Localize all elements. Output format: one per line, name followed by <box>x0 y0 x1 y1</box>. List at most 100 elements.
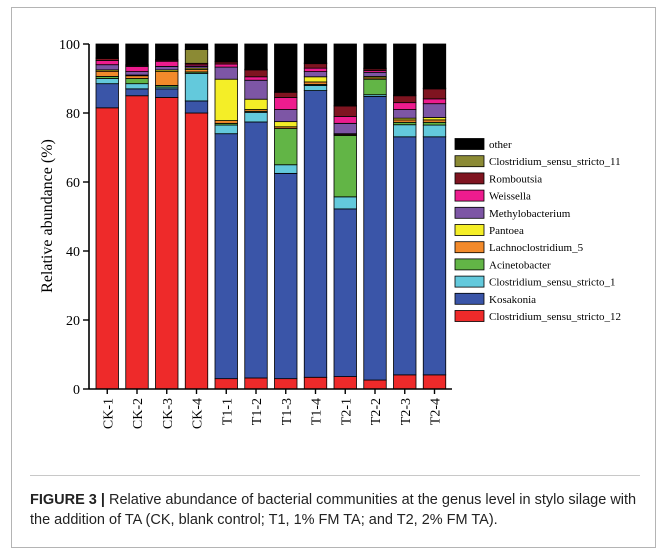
legend-swatch <box>454 206 485 219</box>
legend-label: Clostridium_sensu_stricto_1 <box>489 277 616 289</box>
bar-segment <box>363 78 387 96</box>
bar-segment <box>422 43 447 89</box>
bar-segment <box>303 43 328 64</box>
bar-segment <box>95 43 119 59</box>
bar-segment <box>184 49 209 64</box>
legend-item: Clostridium_sensu_stricto_12 <box>454 310 621 323</box>
bar-segment <box>393 124 417 138</box>
legend-item: Acinetobacter <box>454 258 551 271</box>
x-tick-label: T2-2 <box>369 398 384 425</box>
bars-layer <box>95 43 447 390</box>
bar-segment <box>422 98 447 105</box>
bar-segment <box>214 43 238 62</box>
bar-segment <box>95 83 119 109</box>
x-tick-label: CK-1 <box>101 398 116 429</box>
bar-segment <box>214 120 238 124</box>
legend-label: Clostridium_sensu_stricto_12 <box>489 311 621 323</box>
bar-stack <box>333 43 357 390</box>
bar-segment <box>333 135 357 198</box>
bar-segment <box>184 43 209 50</box>
bar-segment <box>214 78 238 121</box>
bar-segment <box>95 78 119 85</box>
legend-swatch <box>454 138 485 150</box>
bar-stack <box>274 43 298 390</box>
bar-stack <box>363 43 387 390</box>
bar-segment <box>422 374 447 390</box>
bar-segment <box>303 85 328 91</box>
bar-segment <box>155 66 179 71</box>
y-tick-label: 80 <box>66 107 80 122</box>
legend-item: Clostridium_sensu_stricto_11 <box>454 155 621 168</box>
x-tick-label: CK-3 <box>161 398 176 429</box>
bar-segment <box>125 71 149 76</box>
bar-stack <box>393 43 417 390</box>
x-tick-label: T1-4 <box>310 398 325 425</box>
bar-segment <box>214 124 238 135</box>
legend-label: Romboutsia <box>489 173 542 185</box>
bar-segment <box>333 122 357 135</box>
bar-stack <box>95 43 119 390</box>
x-tick-label: T1-1 <box>220 398 235 425</box>
legend-item: Clostridium_sensu_stricto_1 <box>454 275 616 289</box>
caption-label: FIGURE 3 | <box>30 492 105 508</box>
bar-segment <box>184 72 209 102</box>
bar-segment <box>363 379 387 390</box>
bar-segment <box>274 121 298 128</box>
stacked-bar-chart: 0 20 40 60 80 100 CK-1 CK-2 CK-3 CK-4 T1-1 T1-2 T1-3… <box>39 38 621 429</box>
y-tick-label: 0 <box>73 383 80 398</box>
legend-item: Pantoea <box>454 224 524 237</box>
bar-segment <box>244 111 268 123</box>
bar-segment <box>125 83 149 90</box>
bar-segment <box>155 97 179 390</box>
legend-item: Romboutsia <box>454 172 542 185</box>
axes-layer: 0 20 40 60 80 100 CK-1 CK-2 CK-3 CK-4 T1-1 T1-2 T1-3… <box>59 38 452 429</box>
bar-segment <box>95 64 119 71</box>
bar-segment <box>274 91 298 98</box>
x-tick-label: CK-4 <box>191 398 206 429</box>
bar-segment <box>155 43 179 60</box>
bar-segment <box>95 107 119 390</box>
bar-stack <box>214 43 238 390</box>
legend: other Clostridium_sensu_stricto_11 Rombout… <box>454 138 621 323</box>
legend-item: Lachnoclostridium_5 <box>454 241 584 254</box>
y-tick-label: 60 <box>66 176 80 191</box>
bar-segment <box>393 374 417 390</box>
legend-item: Weissella <box>454 189 531 203</box>
bar-segment <box>393 95 417 104</box>
x-tick-label: CK-2 <box>131 398 146 429</box>
legend-item: Kosakonia <box>454 292 536 306</box>
legend-item: other <box>454 138 512 151</box>
bar-segment <box>155 60 179 67</box>
bar-segment <box>393 136 417 376</box>
legend-swatch <box>454 292 485 305</box>
y-tick-label: 20 <box>66 314 80 329</box>
bar-segment <box>214 133 238 380</box>
bar-segment <box>95 60 119 66</box>
bar-segment <box>333 116 357 124</box>
bar-segment <box>125 75 149 79</box>
bar-segment <box>155 71 179 86</box>
bar-stack <box>184 43 209 390</box>
legend-swatch <box>454 310 485 322</box>
bar-segment <box>303 76 328 83</box>
x-tick-label: T2-3 <box>399 398 414 425</box>
bar-stack <box>303 43 328 390</box>
bar-segment <box>333 208 357 377</box>
bar-segment <box>422 136 447 376</box>
bar-segment <box>274 172 298 380</box>
bar-segment <box>184 112 209 390</box>
legend-swatch <box>454 224 485 236</box>
bar-segment <box>422 121 447 126</box>
bar-segment <box>303 67 328 73</box>
bar-segment <box>155 88 179 98</box>
bar-segment <box>303 376 328 390</box>
bar-segment <box>274 109 298 123</box>
bar-segment <box>393 102 417 110</box>
bar-segment <box>333 196 357 210</box>
bar-segment <box>244 69 268 78</box>
bar-segment <box>422 103 447 118</box>
legend-swatch <box>454 241 485 254</box>
bar-segment <box>333 105 357 117</box>
bar-stack <box>244 43 268 390</box>
bar-segment <box>274 97 298 110</box>
